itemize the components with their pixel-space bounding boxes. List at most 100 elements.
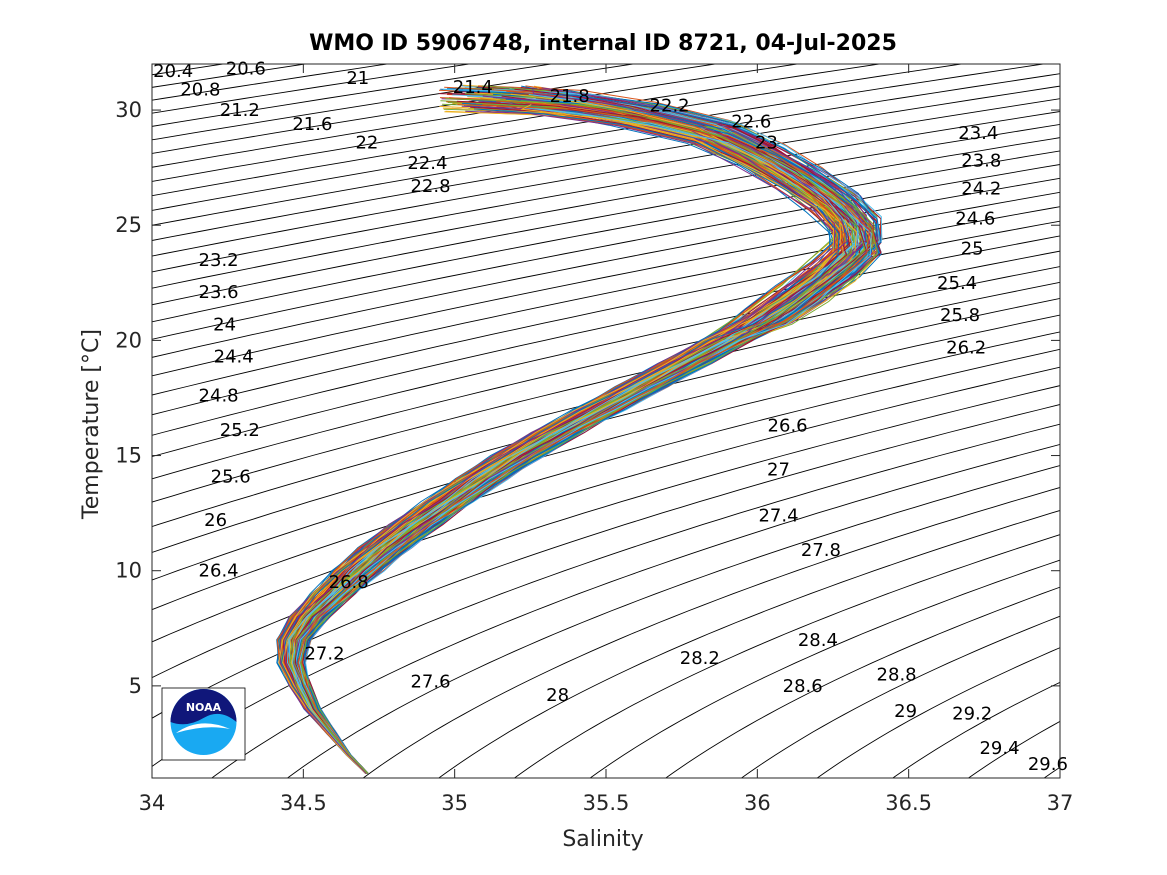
isopycnal-line bbox=[152, 177, 1060, 358]
float-profile-line bbox=[282, 106, 847, 774]
x-axis: 34 34.5 35 35.5 36 36.5 37 bbox=[139, 64, 1074, 815]
isopycnal-line bbox=[152, 64, 883, 182]
isopycnal-label: 24.4 bbox=[214, 347, 254, 368]
isopycnal-line bbox=[152, 250, 1060, 458]
isopycnal-line bbox=[152, 64, 226, 76]
isopycnal-label: 27.8 bbox=[801, 540, 841, 561]
isopycnal-line bbox=[152, 385, 1060, 679]
isopycnal-label: 28.8 bbox=[877, 664, 917, 685]
float-profile-line bbox=[291, 88, 859, 774]
isopycnal-label: 20.8 bbox=[180, 79, 220, 100]
isopycnal-label: 23.8 bbox=[961, 151, 1001, 172]
isopycnal-line bbox=[152, 164, 1060, 340]
isopycnal-line bbox=[816, 647, 1060, 778]
isopycnal-label: 22.4 bbox=[407, 153, 447, 174]
isopycnal-label: 20.6 bbox=[226, 59, 266, 80]
x-axis-label: Salinity bbox=[562, 827, 643, 852]
isopycnal-line bbox=[152, 366, 1060, 643]
chart-title: WMO ID 5906748, internal ID 8721, 04-Jul… bbox=[309, 31, 897, 56]
isopycnal-line bbox=[152, 191, 1060, 377]
isopycnal-label: 22.2 bbox=[650, 96, 690, 117]
isopycnal-label: 24.6 bbox=[955, 208, 995, 229]
y-tick-label: 30 bbox=[115, 98, 142, 122]
isopycnal-line bbox=[152, 206, 1060, 396]
isopycnal-line bbox=[152, 64, 390, 101]
isopycnal-label: 21.8 bbox=[550, 86, 590, 107]
isopycnal-label: 23.6 bbox=[199, 282, 239, 303]
isopycnal-line bbox=[892, 681, 1060, 778]
isopycnal-line bbox=[152, 266, 1060, 480]
isopycnal-line bbox=[152, 64, 800, 168]
isopycnal-label: 23.2 bbox=[199, 250, 239, 271]
isopycnal-line bbox=[152, 73, 1060, 226]
isopycnal-line bbox=[286, 465, 1060, 778]
isopycnal-label: 26.2 bbox=[946, 337, 986, 358]
x-tick-label: 35 bbox=[441, 791, 468, 815]
isopycnal-line bbox=[152, 85, 1060, 241]
isopycnal-line bbox=[152, 348, 1060, 611]
float-profile-line bbox=[278, 104, 835, 774]
isopycnal-line bbox=[152, 281, 1060, 503]
float-profile-line bbox=[281, 93, 842, 774]
isopycnal-label: 28 bbox=[546, 685, 569, 706]
float-profile-line bbox=[301, 100, 878, 774]
isopycnal-label: 22.6 bbox=[731, 112, 771, 133]
y-tick-label: 20 bbox=[115, 328, 142, 352]
isopycnal-label: 27 bbox=[767, 459, 790, 480]
isopycnal-label: 25 bbox=[961, 238, 984, 259]
isopycnal-label: 24.8 bbox=[199, 386, 239, 407]
isopycnal-label: 26.4 bbox=[199, 561, 239, 582]
y-axis: 5 10 15 20 25 30 bbox=[115, 98, 1060, 698]
float-profile-line bbox=[303, 90, 882, 774]
x-tick-label: 34 bbox=[139, 791, 166, 815]
isopycnal-label: 23 bbox=[755, 132, 778, 153]
float-profile-line bbox=[283, 89, 849, 774]
isopycnal-line bbox=[152, 64, 554, 127]
isopycnal-label: 26.6 bbox=[768, 416, 808, 437]
isopycnal-line bbox=[589, 559, 1060, 778]
isopycnal-label: 23.4 bbox=[958, 123, 998, 144]
isopycnal-labels: 20.4 20.6 20.8 21 21.2 21.4 21.6 21.8 22 22.2 22.4… bbox=[153, 59, 1068, 776]
isopycnal-label: 25.6 bbox=[211, 466, 251, 487]
float-profile-line bbox=[293, 100, 866, 774]
isopycnal-line bbox=[152, 150, 1060, 323]
y-tick-label: 25 bbox=[115, 213, 142, 237]
isopycnal-line bbox=[152, 123, 1060, 289]
isopycnal-line bbox=[152, 64, 718, 154]
isopycnal-label: 24 bbox=[213, 314, 236, 335]
isopycnal-line bbox=[152, 98, 1060, 257]
isopycnal-label: 26.8 bbox=[329, 572, 369, 593]
isopycnal-line bbox=[362, 487, 1060, 778]
y-tick-label: 10 bbox=[115, 559, 142, 583]
isopycnal-label: 27.2 bbox=[304, 644, 344, 665]
isopycnal-line bbox=[152, 64, 308, 88]
x-tick-label: 34.5 bbox=[280, 791, 327, 815]
float-profiles bbox=[276, 84, 883, 774]
float-profile-line bbox=[297, 104, 870, 774]
isopycnal-label: 22.8 bbox=[410, 176, 450, 197]
isopycnal-line bbox=[152, 137, 1060, 306]
isopycnal-label: 26 bbox=[204, 510, 227, 531]
isopycnal-line bbox=[665, 586, 1060, 778]
isopycnal-label: 27.4 bbox=[758, 505, 798, 526]
isopycnal-label: 25.4 bbox=[937, 273, 977, 294]
isopycnal-line bbox=[211, 443, 1060, 778]
isopycnal-label: 21.6 bbox=[292, 114, 332, 135]
isopycnal-label: 21 bbox=[346, 68, 369, 89]
float-profile-line bbox=[300, 103, 878, 774]
isopycnal-label: 29.6 bbox=[1028, 754, 1068, 775]
isopycnal-line bbox=[1043, 766, 1060, 778]
isopycnal-line bbox=[438, 510, 1060, 778]
x-tick-label: 37 bbox=[1047, 791, 1074, 815]
isopycnal-label: 22 bbox=[355, 132, 378, 153]
isopycnal-line bbox=[152, 64, 1047, 211]
float-profile-line bbox=[305, 87, 883, 774]
isopycnal-line bbox=[152, 220, 1060, 416]
isopycnal-label: 21.2 bbox=[220, 100, 260, 121]
isopycnal-line bbox=[740, 615, 1060, 778]
isopycnal-line bbox=[152, 64, 965, 197]
isopycnal-label: 25.2 bbox=[220, 420, 260, 441]
isopycnal-line bbox=[152, 111, 1060, 273]
isopycnal-line bbox=[513, 534, 1060, 778]
